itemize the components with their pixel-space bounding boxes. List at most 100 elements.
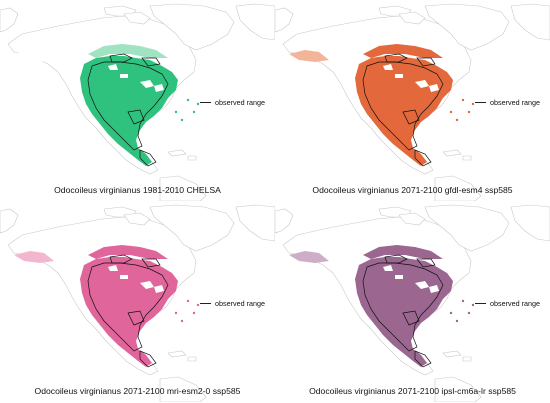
legend-label: observed range: [215, 98, 265, 107]
observed-polygon: [416, 258, 436, 268]
legend-line: [200, 102, 211, 103]
observed-polygon: [87, 262, 169, 352]
land-outline: [424, 204, 510, 252]
lake: [395, 74, 403, 78]
occurrence-point: [174, 311, 178, 315]
land-outline: [510, 3, 550, 41]
occurrence-point: [186, 299, 190, 303]
land-outline: [123, 11, 151, 25]
lake: [429, 285, 439, 293]
land-outline: [167, 350, 187, 358]
map-panel-1: observed range Odocoileus virginianus 19…: [0, 0, 275, 201]
lake: [383, 265, 393, 271]
lake: [154, 285, 164, 293]
land-outline: [434, 175, 482, 201]
occurrence-points: [174, 98, 200, 122]
legend: observed range: [200, 299, 265, 308]
panel-caption: Odocoileus virginianus 2071-2100 gfdl-es…: [312, 185, 513, 195]
land-outline: [510, 204, 550, 242]
observed-polygon: [402, 310, 420, 326]
lake: [120, 275, 128, 279]
land-outline: [167, 149, 187, 157]
land-outline: [462, 356, 472, 362]
map-canvas: [275, 3, 550, 201]
land-outline: [187, 155, 197, 161]
range-area-north: [363, 245, 443, 259]
range-area-north: [88, 245, 168, 259]
range-area-alaska: [289, 251, 329, 263]
map-canvas: [275, 204, 550, 402]
lake: [108, 64, 118, 70]
observed-polygon: [141, 57, 161, 67]
land-outline: [424, 3, 510, 51]
observed-polygon: [414, 350, 432, 368]
observed-polygon: [127, 310, 145, 326]
observed-polygon: [362, 262, 444, 352]
occurrence-point: [180, 319, 184, 323]
predicted-range: [14, 245, 178, 367]
lake: [383, 64, 393, 70]
predicted-range: [14, 44, 178, 166]
legend: observed range: [475, 299, 540, 308]
land-outline: [187, 356, 197, 362]
legend-line: [475, 102, 486, 103]
observed-polygon: [416, 57, 436, 67]
lake: [140, 80, 154, 88]
lake: [415, 281, 429, 289]
panel-caption: Odocoileus virginianus 2071-2100 ipsl-cm…: [309, 386, 516, 396]
land-outline: [123, 212, 151, 226]
land-outline: [0, 7, 19, 33]
occurrence-point: [455, 118, 459, 122]
observed-polygon: [87, 61, 169, 151]
land-outline: [398, 212, 426, 226]
occurrence-point: [449, 311, 453, 315]
lake: [415, 80, 429, 88]
range-area-alaska: [14, 50, 54, 62]
observed-range-outline: [362, 53, 444, 167]
occurrence-points: [449, 299, 475, 323]
observed-range-outline: [87, 254, 169, 368]
observed-polygon: [139, 149, 157, 167]
panel-caption: Odocoileus virginianus 1981-2010 CHELSA: [54, 185, 221, 195]
land-outline: [434, 376, 482, 402]
occurrence-point: [174, 110, 178, 114]
occurrence-point: [196, 303, 200, 307]
observed-polygon: [384, 254, 408, 264]
range-area: [355, 257, 453, 367]
observed-polygon: [139, 350, 157, 368]
observed-polygon: [109, 254, 133, 264]
map-panel-2: observed range Odocoileus virginianus 20…: [275, 0, 550, 201]
legend: observed range: [200, 98, 265, 107]
occurrence-point: [471, 102, 475, 106]
range-area-north: [363, 44, 443, 58]
occurrence-point: [471, 303, 475, 307]
map-canvas: [0, 3, 275, 201]
land-outline: [0, 208, 19, 234]
land-outline: [149, 204, 235, 252]
land-outline: [159, 376, 207, 402]
range-area-alaska: [289, 50, 329, 62]
lake: [429, 84, 439, 92]
observed-range-outline: [87, 53, 169, 167]
land-outline: [275, 208, 294, 234]
legend: observed range: [475, 98, 540, 107]
predicted-range: [289, 44, 453, 166]
observed-polygon: [414, 149, 432, 167]
occurrence-point: [192, 110, 196, 114]
range-area: [80, 257, 178, 367]
legend-line: [475, 303, 486, 304]
observed-polygon: [109, 53, 133, 63]
occurrence-points: [174, 299, 200, 323]
land-outline: [398, 11, 426, 25]
land-outline: [442, 149, 462, 157]
legend-line: [200, 303, 211, 304]
map-canvas: [0, 204, 275, 402]
observed-polygon: [384, 53, 408, 63]
legend-label: observed range: [490, 299, 540, 308]
occurrence-points: [449, 98, 475, 122]
land-outline: [442, 350, 462, 358]
legend-label: observed range: [490, 98, 540, 107]
predicted-range: [289, 245, 453, 367]
land-outline: [462, 155, 472, 161]
observed-polygon: [362, 61, 444, 151]
